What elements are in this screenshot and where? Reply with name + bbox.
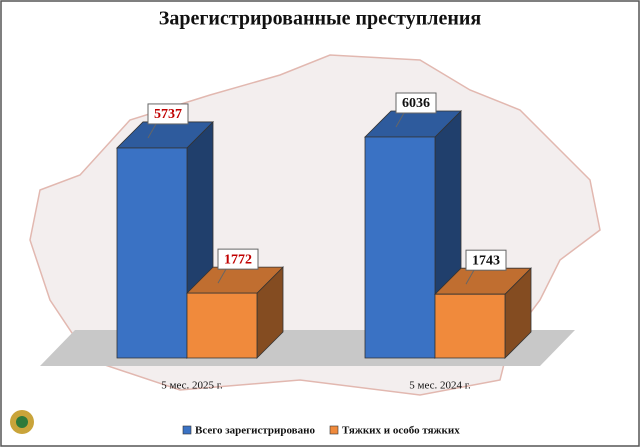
value-label: 5737 (154, 107, 182, 122)
emblem (10, 410, 34, 434)
bar (434, 267, 532, 359)
value-label: 1743 (472, 253, 500, 268)
value-label-leader (465, 269, 475, 285)
value-label-box (147, 103, 189, 125)
value-label: 6036 (402, 96, 430, 111)
value-label-box (217, 248, 259, 270)
legend-label: Всего зарегистрировано (195, 425, 315, 437)
legend-swatch (182, 425, 192, 435)
x-tick-label: 5 мес. 2025 г. (161, 380, 223, 392)
bar-face (434, 293, 506, 359)
bar-face (186, 292, 258, 359)
value-label-leader (217, 268, 227, 284)
bar-face (364, 136, 436, 359)
value-label-box (395, 92, 437, 114)
value-label: 1772 (224, 252, 252, 267)
legend-swatch (329, 425, 339, 435)
x-tick-label: 5 мес. 2024 г. (409, 380, 471, 392)
value-label-leader (147, 123, 157, 139)
chart-title: Зарегистрированные преступления (159, 8, 482, 30)
bar-face (116, 147, 188, 359)
legend-label: Тяжких и особо тяжких (342, 425, 460, 437)
value-label-box (465, 249, 507, 271)
value-label-leader (395, 112, 405, 128)
bar (186, 266, 284, 359)
